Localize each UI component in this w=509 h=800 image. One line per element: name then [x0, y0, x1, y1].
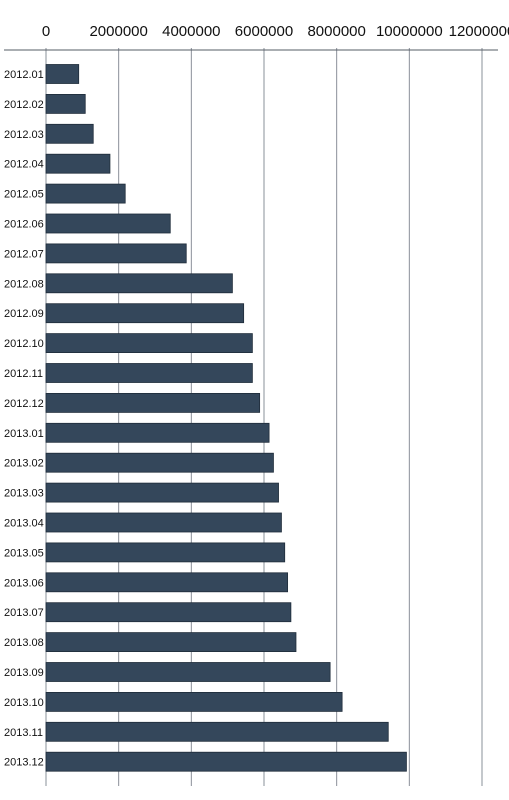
x-tick-label: 2000000 — [89, 23, 147, 40]
category-label: 2012.10 — [4, 338, 44, 350]
bar-2012.09 — [45, 303, 245, 324]
bar-2013.08 — [45, 632, 297, 652]
category-label: 2012.12 — [4, 398, 44, 410]
category-label: 2013.04 — [4, 518, 44, 530]
bar-2013.03 — [45, 482, 279, 503]
bar-2013.12 — [45, 751, 407, 772]
category-label: 2012.11 — [4, 368, 43, 380]
category-label: 2013.11 — [4, 727, 43, 739]
bar-2012.12 — [45, 392, 261, 413]
category-label: 2013.08 — [4, 637, 44, 649]
x-tick-label: 6000000 — [235, 23, 293, 40]
bar-2013.07 — [45, 602, 292, 623]
category-label: 2013.03 — [4, 488, 44, 500]
bar-2013.04 — [45, 512, 282, 533]
category-label: 2012.04 — [4, 159, 44, 171]
category-label: 2013.07 — [4, 607, 44, 619]
category-label: 2012.03 — [4, 129, 44, 141]
category-label: 2012.02 — [4, 99, 44, 111]
bar-2013.01 — [45, 422, 270, 443]
bar-2012.05 — [45, 183, 126, 204]
x-tick-label: 0 — [42, 23, 50, 40]
grid-lines — [45, 48, 483, 786]
category-labels: 2012.01 2012.02 2012.03 2012.04 2012.05 2012.… — [4, 69, 44, 769]
category-label: 2013.10 — [4, 697, 44, 709]
bar-2013.05 — [45, 542, 286, 563]
x-tick-label: 10000000 — [376, 23, 443, 40]
category-label: 2012.05 — [4, 189, 44, 201]
bar-2012.02 — [45, 94, 86, 114]
bar-2012.03 — [45, 123, 94, 144]
bar-2012.06 — [45, 213, 171, 234]
category-label: 2012.06 — [4, 219, 44, 231]
category-label: 2012.08 — [4, 278, 44, 290]
category-label: 2013.05 — [4, 547, 44, 559]
bar-2012.04 — [45, 153, 111, 174]
bars — [45, 64, 407, 772]
x-tick-label: 12000000 — [449, 23, 509, 40]
category-label: 2012.01 — [4, 69, 44, 81]
bar-2013.06 — [45, 572, 289, 593]
bar-2013.10 — [45, 692, 343, 712]
category-label: 2013.02 — [4, 458, 44, 470]
x-tick-label: 4000000 — [162, 23, 220, 40]
category-label: 2013.01 — [4, 428, 44, 440]
category-label: 2013.06 — [4, 577, 44, 589]
bar-2012.01 — [45, 64, 80, 84]
bar-2013.09 — [45, 662, 331, 682]
category-label: 2013.09 — [4, 667, 44, 679]
bar-2012.10 — [45, 333, 253, 354]
category-label: 2013.12 — [4, 757, 44, 769]
bar-2012.11 — [45, 363, 253, 383]
x-axis: 0 2000000 4000000 6000000 8000000 10000000 120… — [4, 23, 509, 51]
x-tick-label: 8000000 — [307, 23, 365, 40]
category-label: 2012.09 — [4, 308, 44, 320]
bar-2013.02 — [45, 452, 274, 473]
category-label: 2012.07 — [4, 248, 44, 260]
bar-2012.07 — [45, 243, 187, 264]
bar-2012.08 — [45, 273, 233, 294]
bar-2013.11 — [45, 721, 389, 742]
